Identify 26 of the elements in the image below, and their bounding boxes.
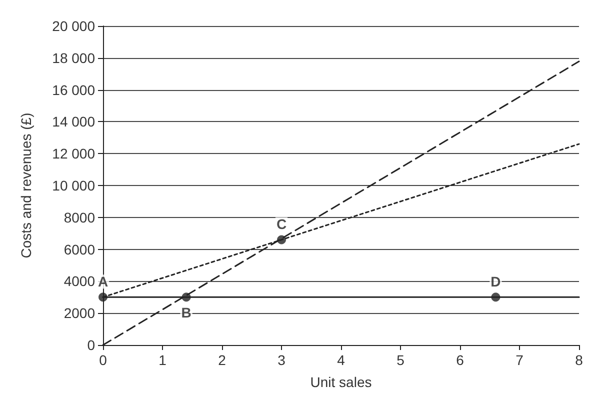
y-tick-label: 10 000 <box>52 178 96 194</box>
x-tick-label: 0 <box>99 352 108 368</box>
y-tick-label: 6000 <box>64 241 96 258</box>
x-tick-label: 8 <box>575 352 584 368</box>
y-tick-label: 4000 <box>64 273 96 290</box>
data-label: A <box>98 274 108 290</box>
y-tick-label: 16 000 <box>52 82 96 98</box>
x-tick-label: 7 <box>516 352 524 368</box>
x-tick-label: 3 <box>278 352 286 368</box>
data-label: C <box>276 216 287 232</box>
x-tick-label: 2 <box>218 352 226 368</box>
y-tick-label: 8000 <box>64 209 96 226</box>
x-tick-label: 5 <box>396 352 405 368</box>
x-tick-label: 1 <box>158 352 167 368</box>
y-tick-label: 0 <box>87 337 96 353</box>
y-axis-title: Costs and revenues (£) <box>18 112 34 258</box>
y-tick-label: 18 000 <box>52 50 96 66</box>
y-tick-label: 20 000 <box>52 18 96 34</box>
y-tick-label: 12 000 <box>52 146 96 162</box>
x-tick-label: 6 <box>456 352 464 368</box>
x-tick-label: 4 <box>337 352 346 368</box>
x-axis-title: Unit sales <box>310 374 372 390</box>
y-tick-label: 2000 <box>64 305 96 322</box>
y-tick-label: 14 000 <box>52 114 96 130</box>
data-label: D <box>490 274 501 290</box>
data-label: B <box>181 304 192 321</box>
